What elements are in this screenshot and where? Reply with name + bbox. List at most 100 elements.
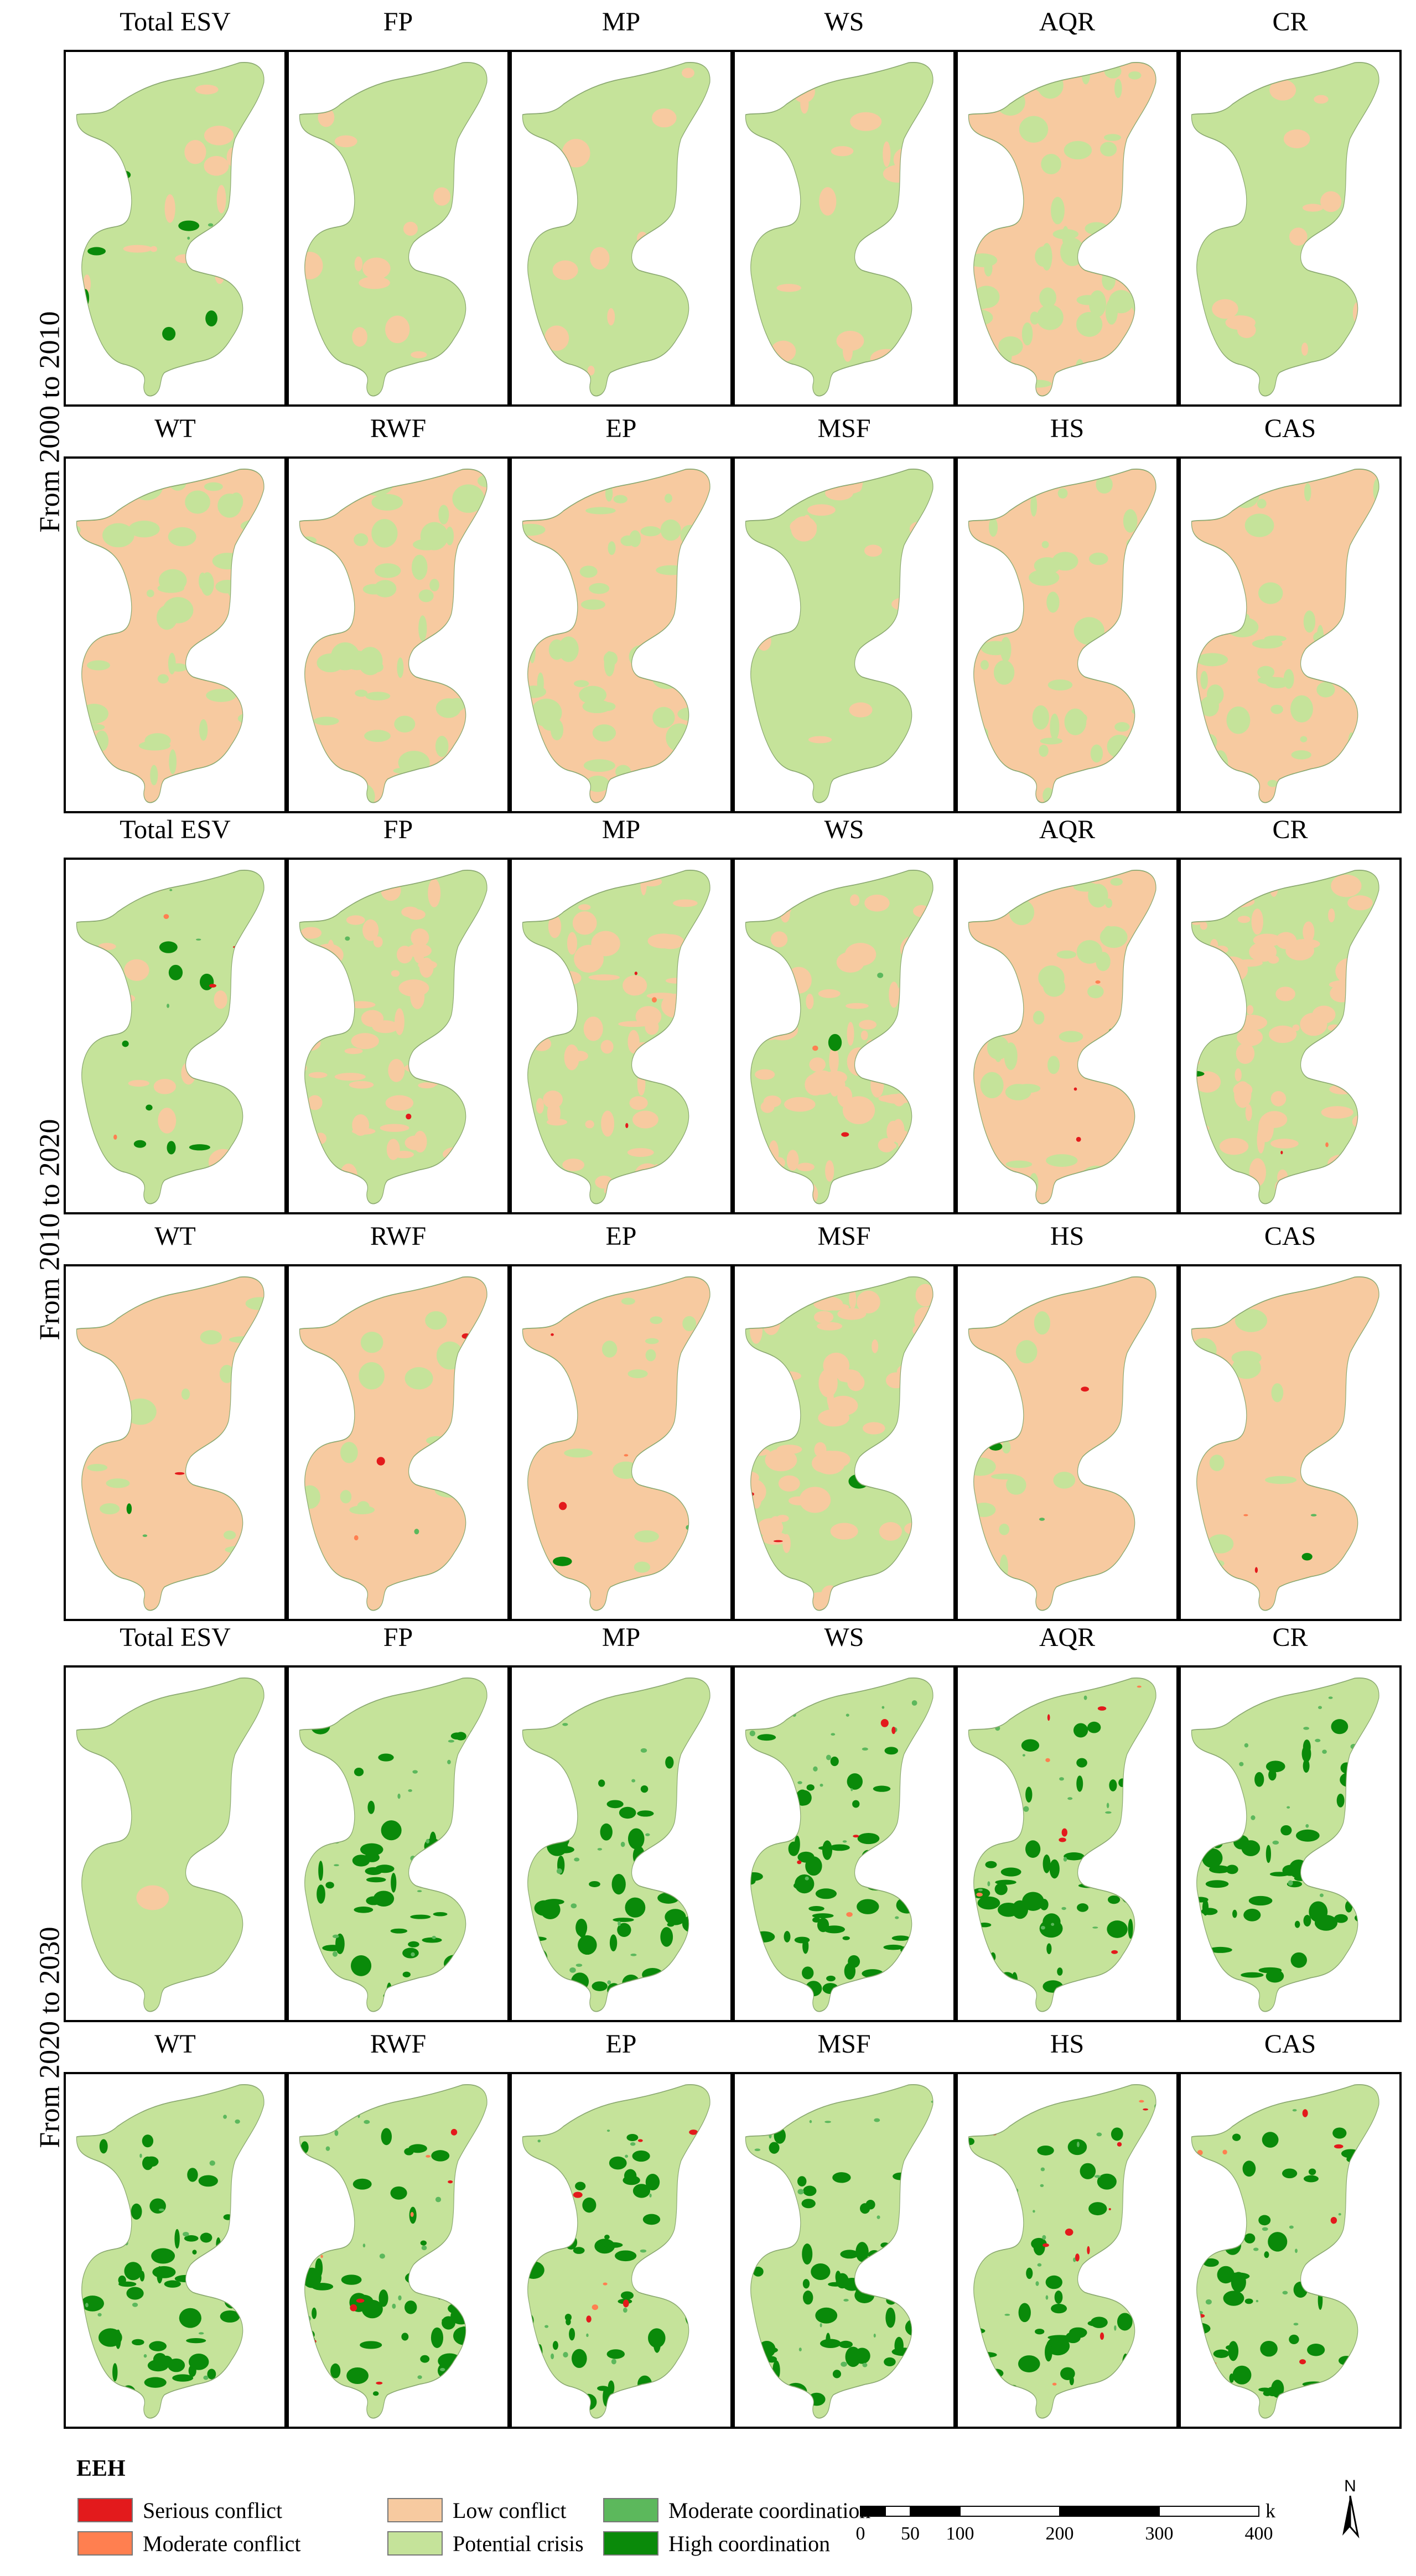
- class-patch: [433, 187, 451, 206]
- class-patch: [464, 1529, 475, 1551]
- class-patch: [184, 139, 206, 164]
- north-arrow-icon: N: [1342, 2477, 1360, 2539]
- class-patch: [818, 989, 841, 998]
- moderate-coordination-patch: [1251, 1815, 1256, 1820]
- coordination-patch: [868, 2286, 886, 2293]
- coordination-patch: [404, 2272, 427, 2284]
- conflict-patch: [1133, 1535, 1139, 1543]
- class-patch: [698, 1006, 710, 1018]
- class-patch: [968, 309, 993, 326]
- moderate-conflict-patch: [1137, 1685, 1142, 1688]
- class-patch: [595, 1175, 613, 1189]
- class-patch: [813, 1296, 843, 1311]
- moderate-coordination-patch: [232, 2190, 239, 2193]
- conflict-patch: [573, 2191, 583, 2198]
- moderate-coordination-patch: [1370, 1748, 1376, 1751]
- class-patch: [388, 1058, 405, 1082]
- coordination-patch: [220, 2310, 240, 2323]
- coordination-patch: [884, 1747, 899, 1755]
- class-patch: [1257, 676, 1280, 684]
- class-patch: [1039, 745, 1049, 757]
- class-patch: [226, 245, 250, 264]
- class-patch: [784, 1097, 816, 1112]
- panel-title: MSF: [817, 414, 871, 443]
- coordination-patch: [225, 2272, 234, 2292]
- class-patch: [854, 469, 863, 492]
- class-patch: [556, 1178, 563, 1193]
- class-patch: [1002, 578, 1014, 598]
- moderate-coordination-patch: [530, 1826, 535, 1831]
- class-patch: [1244, 513, 1274, 537]
- class-patch: [100, 1503, 120, 1515]
- coordination-patch: [420, 2240, 427, 2246]
- coordination-patch: [1018, 2355, 1040, 2372]
- coordination-patch: [758, 2364, 763, 2373]
- class-patch: [579, 565, 598, 578]
- class-patch: [1373, 477, 1379, 503]
- class-patch: [1073, 617, 1104, 645]
- conflict-patch: [83, 979, 89, 986]
- class-patch: [412, 772, 440, 796]
- class-patch: [999, 1523, 1010, 1535]
- coordination-patch: [1289, 2334, 1299, 2345]
- coordination-patch: [1060, 2394, 1068, 2412]
- coordination-patch: [538, 1791, 555, 1804]
- class-patch: [1289, 227, 1308, 246]
- moderate-coordination-patch: [440, 2367, 445, 2371]
- class-patch: [1096, 475, 1113, 494]
- class-patch: [1041, 154, 1061, 175]
- moderate-coordination-patch: [119, 901, 122, 906]
- coordination-patch: [972, 2169, 988, 2176]
- class-patch: [1367, 1419, 1379, 1445]
- class-patch: [770, 340, 796, 362]
- class-patch: [308, 1072, 328, 1078]
- coordination-patch: [162, 326, 176, 341]
- moderate-coordination-patch: [187, 236, 190, 240]
- coordination-patch: [1025, 1840, 1041, 1858]
- legend-item: Moderate conflict: [77, 2530, 300, 2557]
- class-patch: [1270, 1139, 1299, 1149]
- class-patch: [522, 478, 541, 498]
- moderate-coordination-patch: [985, 1784, 989, 1790]
- class-patch: [1225, 315, 1256, 330]
- map-panel: [733, 2072, 956, 2429]
- coordination-patch: [325, 1882, 334, 1889]
- coordination-patch: [1226, 1865, 1238, 1874]
- coordination-patch: [124, 2262, 142, 2281]
- class-patch: [645, 1338, 659, 1344]
- class-patch: [621, 1297, 635, 1305]
- class-patch: [1348, 1148, 1359, 1162]
- coordination-patch: [323, 1826, 329, 1843]
- coordination-patch: [522, 1923, 532, 1938]
- coordination-patch: [832, 2370, 842, 2378]
- panel-title: CR: [1272, 815, 1308, 844]
- coordination-patch: [575, 2182, 586, 2191]
- class-patch: [1352, 1115, 1366, 1128]
- class-patch: [1268, 955, 1279, 964]
- region-map: [745, 870, 933, 1204]
- coordination-patch: [99, 2139, 108, 2154]
- class-patch: [522, 1163, 531, 1177]
- panel-title: CAS: [1264, 414, 1316, 443]
- map-panel: [64, 1665, 287, 2022]
- class-patch: [808, 736, 832, 744]
- class-patch: [778, 1475, 800, 1492]
- moderate-coordination-patch: [1193, 2354, 1197, 2356]
- class-patch: [968, 725, 988, 740]
- coordination-patch: [157, 2266, 163, 2284]
- class-patch: [525, 1377, 542, 1384]
- moderate-coordination-patch: [989, 2198, 993, 2204]
- class-patch: [549, 981, 577, 1010]
- moderate-coordination-patch: [158, 2208, 164, 2211]
- class-patch: [917, 740, 933, 765]
- conflict-patch: [559, 2236, 565, 2245]
- class-patch: [212, 553, 243, 570]
- coordination-patch: [826, 1975, 836, 1982]
- map-panel: [733, 1665, 956, 2022]
- coordination-patch: [1196, 2375, 1214, 2386]
- class-patch: [637, 231, 648, 245]
- coordination-patch: [812, 1917, 821, 1923]
- coordination-patch: [552, 2341, 558, 2350]
- coordination-patch: [1108, 1895, 1121, 1904]
- period-label-text: From 2000 to 2010: [34, 311, 66, 533]
